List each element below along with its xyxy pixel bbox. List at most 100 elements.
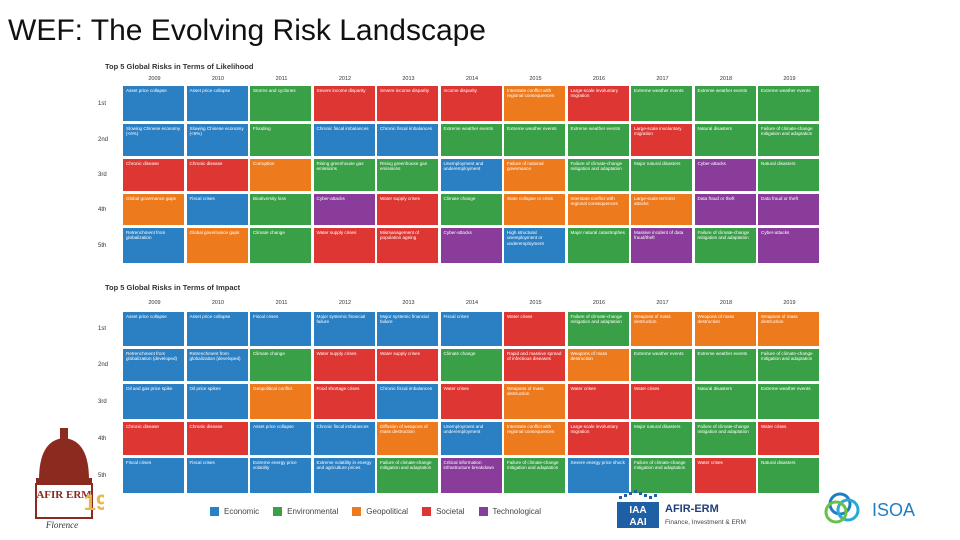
impact-risk-cell: Weapons of mass destruction [567,349,629,381]
afir-erm-name: AFIR-ERM [665,503,719,515]
likelihood-risk-cell: Water supply crises [377,194,438,225]
legend-swatch [478,506,488,516]
impact-risk-cell: Water crises [504,312,565,346]
impact-risk-cell: Asset price collapse [123,312,184,346]
impact-year-header: 2016 [592,300,606,306]
likelihood-risk-cell: Failure of climate-change mitigation and… [694,228,756,263]
likelihood-risk-cell: Global governance gaps [186,228,248,263]
impact-risk-cell: Major natural disasters [631,422,692,455]
likelihood-rank-5th: 5th [98,242,107,249]
impact-rank-3rd: 3rd [98,398,107,405]
likelihood-risk-cell: Large-scale involuntary migration [567,86,629,121]
impact-risk-cell: Water crises [440,384,502,419]
impact-year-header: 2009 [148,300,161,306]
likelihood-risk-cell: Extreme weather events [567,124,629,156]
likelihood-rank-4th: 4th [98,206,107,213]
likelihood-risk-cell: Climate change [250,228,311,263]
impact-risk-cell: Large-scale involuntary migration [567,422,629,455]
likelihood-risk-cell: Corruption [250,159,311,191]
impact-rank-4th: 4th [98,435,107,442]
impact-risk-cell: Retrenchment from globalization (develop… [123,349,184,381]
likelihood-year-header: 2018 [719,76,733,82]
likelihood-year-header: 2012 [338,76,352,82]
likelihood-risk-cell: Rising greenhouse gas emissions [313,159,375,191]
likelihood-risk-cell: Large-scale involuntary migration [631,124,692,156]
legend-label: Geopolitical [366,506,409,516]
impact-risk-cell: Weapons of mass destruction [631,312,692,346]
impact-risk-cell: Weapons of mass destruction [504,384,565,419]
impact-risk-cell: Oil price spikes [186,384,248,419]
iaa-logo-top: IAA [629,505,646,516]
legend-item-environmental: Environmental [273,506,338,516]
isoa-logo: ISOA [824,492,915,524]
likelihood-risk-cell: Climate change [440,194,502,225]
likelihood-risk-cell: Water supply crises [313,228,375,263]
likelihood-risk-cell: State collapse or crisis [504,194,565,225]
impact-risk-cell: Failure of climate-change mitigation and… [377,458,438,493]
impact-risk-cell: Failure of climate-change mitigation and… [567,312,629,346]
likelihood-risk-cell: Retrenchment from globalization [123,228,184,263]
likelihood-risk-cell: Interstate conflict with regional conseq… [567,194,629,225]
likelihood-risk-cell: Asset price collapse [123,86,184,121]
impact-risk-cell: Natural disasters [758,458,819,493]
afir-erm-subtitle: Finance, Investment & ERM [665,519,746,526]
likelihood-risk-cell: Extreme weather events [631,86,692,121]
impact-risk-cell: Extreme weather events [631,349,692,381]
impact-year-header: 2015 [529,300,542,306]
impact-year-header: 2014 [465,300,479,306]
legend-item-technological: Technological [478,506,541,516]
likelihood-rank-2nd: 2nd [98,137,109,143]
likelihood-section-title: Top 5 Global Risks in Terms of Likelihoo… [105,62,254,71]
impact-risk-cell: Extreme weather events [694,349,756,381]
impact-section-title: Top 5 Global Risks in Terms of Impact [105,283,241,292]
category-legend: Economic Environmental Geopolitical Soci… [210,505,555,517]
likelihood-risk-cell: Severe income disparity [313,86,375,121]
likelihood-risk-cell: Natural disasters [758,159,819,191]
impact-year-header: 2019 [783,300,796,306]
likelihood-risk-cell: Global governance gaps [123,194,184,225]
likelihood-risk-cell: Mismanagement of population ageing [377,228,438,263]
likelihood-risk-cell: Major natural disasters [631,159,692,191]
impact-risk-cell: Fiscal crises [123,458,184,493]
impact-risk-cell: Water crises [567,384,629,419]
likelihood-risk-cell: Unemployment and underemployment [440,159,502,191]
likelihood-risk-cell: Large-scale terrorist attacks [631,194,692,225]
likelihood-risk-cell: Biodiversity loss [250,194,311,225]
impact-risk-cell: Critical information infrastructure brea… [440,458,502,493]
likelihood-year-header: 2014 [465,76,479,82]
impact-risk-cell: Extreme weather events [758,384,819,419]
legend-swatch [210,506,219,516]
impact-risk-cell: Interstate conflict with regional conseq… [504,422,565,455]
isoa-logo-text: ISOA [872,500,915,520]
legend-label: Societal [436,506,465,516]
impact-risk-cell: Failure of climate-change mitigation and… [631,458,692,493]
likelihood-risk-cell: Fiscal crises [186,194,248,225]
likelihood-risk-cell: Failure of climate-change mitigation and… [567,159,629,191]
impact-year-header: 2011 [275,300,288,306]
impact-rank-5th: 5th [98,472,107,479]
likelihood-risk-cell: Extreme weather events [440,124,502,156]
impact-risk-cell: Extreme volatility in energy and agricul… [313,458,375,493]
likelihood-risk-cell: Failure of national governance [504,159,565,191]
impact-risk-cell: Chronic disease [123,422,184,455]
likelihood-risk-cell: Massive incident of data fraud/theft [631,228,692,263]
likelihood-year-header: 2019 [783,76,796,82]
likelihood-rank-1st: 1st [98,100,107,107]
likelihood-risk-cell: Cyber-attacks [440,228,502,263]
afir-logo-year: 19 [84,490,104,515]
iaa-logo-bottom: AAI [629,517,646,528]
likelihood-risk-cell: Asset price collapse [186,86,248,121]
likelihood-risk-cell: Chronic fiscal imbalances [313,124,375,156]
impact-risk-cell: Fiscal crises [250,312,311,346]
impact-risk-cell: Weapons of mass destruction [694,312,756,346]
likelihood-risk-cell: Income disparity [440,86,502,121]
impact-risk-cell: Food shortage crises [313,384,375,419]
legend-swatch [273,506,283,516]
likelihood-year-header: 2013 [402,76,415,82]
likelihood-risk-cell: Extreme weather events [758,86,819,121]
impact-risk-cell: Asset price collapse [250,422,311,455]
likelihood-risk-cell: Interstate conflict with regional conseq… [504,86,565,121]
impact-risk-cell: Major systemic financial failure [313,312,375,346]
impact-risk-cell: Oil and gas price spike [123,384,184,419]
impact-risk-cell: Fiscal crises [440,312,502,346]
